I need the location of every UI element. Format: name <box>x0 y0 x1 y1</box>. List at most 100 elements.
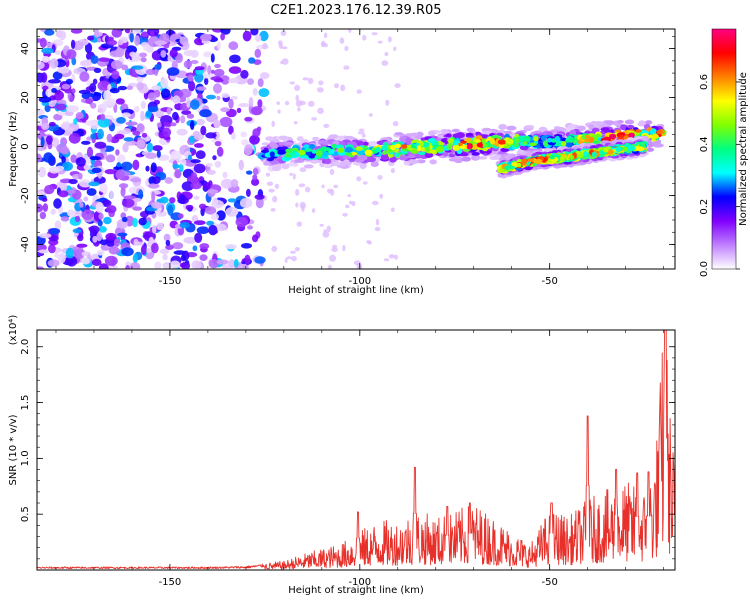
heatmap-noise-cell <box>79 202 84 208</box>
heatmap-noise-cell <box>117 85 128 91</box>
heatmap-noise-cell <box>308 100 315 107</box>
heatmap-signal-cell <box>297 149 306 156</box>
heatmap-noise-cell <box>88 181 100 187</box>
heatmap-noise-cell <box>257 78 264 88</box>
heatmap-noise-cell <box>228 66 242 74</box>
heatmap-signal-cell <box>496 129 506 133</box>
heatmap-noise-cell <box>53 198 62 209</box>
y-tick-label: -40 <box>20 236 31 252</box>
heatmap-signal-cell <box>584 138 590 143</box>
heatmap-signal-cell <box>533 136 539 142</box>
heatmap-noise-cell <box>214 63 221 69</box>
heatmap-noise-cell <box>160 77 169 89</box>
heatmap-noise-cell <box>183 236 197 244</box>
heatmap-noise-cell <box>143 45 148 51</box>
heatmap-noise-cell <box>216 259 229 265</box>
heatmap-noise-cell <box>307 77 314 85</box>
heatmap-noise-cell <box>40 72 48 83</box>
heatmap-signal-cell <box>583 151 588 157</box>
heatmap-noise-cell <box>210 213 219 221</box>
heatmap-noise-cell <box>196 118 205 126</box>
heatmap-noise-cell <box>90 133 97 140</box>
heatmap-noise-cell <box>221 93 230 98</box>
heatmap-noise-cell <box>140 100 146 109</box>
heatmap-signal-cell <box>607 149 614 155</box>
heatmap-noise-cell <box>79 60 92 67</box>
heatmap-noise-cell <box>277 109 281 114</box>
heatmap-noise-cell <box>41 56 51 63</box>
heatmap-noise-cell <box>220 178 234 189</box>
heatmap-signal-cell <box>355 146 363 151</box>
heatmap-noise-cell <box>96 232 103 242</box>
heatmap-signal-layer <box>260 119 667 179</box>
y-tick-label: 40 <box>20 42 31 55</box>
heatmap-signal-cell <box>366 156 377 163</box>
heatmap-noise-cell <box>122 143 129 153</box>
heatmap-noise-cell <box>41 197 48 202</box>
heatmap-signal-cell <box>568 137 576 143</box>
heatmap-noise-cell <box>169 197 176 204</box>
heatmap-noise-cell <box>61 156 66 164</box>
heatmap-noise-cell <box>141 132 148 138</box>
heatmap-noise-cell <box>38 166 47 178</box>
heatmap-signal-cell <box>308 155 316 159</box>
heatmap-noise-cell <box>151 85 162 91</box>
heatmap-noise-cell <box>212 197 219 205</box>
heatmap-noise-cell <box>38 249 49 254</box>
heatmap-noise-cell <box>358 128 365 132</box>
heatmap-noise-cell <box>115 169 125 180</box>
heatmap-signal-cell <box>458 142 463 146</box>
heatmap-noise-cell <box>254 256 266 264</box>
heatmap-noise-cell <box>109 190 114 199</box>
heatmap-noise-cell <box>44 184 55 195</box>
heatmap-noise-cell <box>271 120 276 128</box>
heatmap-noise-cell <box>252 88 258 96</box>
heatmap-signal-cell <box>423 142 430 148</box>
heatmap-noise-cell <box>206 94 216 100</box>
heatmap-signal-cell <box>269 151 275 157</box>
heatmap-noise-cell <box>207 189 219 194</box>
heatmap-noise-cell <box>331 247 338 253</box>
heatmap-signal-cell <box>331 161 341 167</box>
heatmap-noise-cell <box>220 107 230 113</box>
heatmap-noise-cell <box>48 79 61 84</box>
heatmap-noise-cell <box>167 204 174 216</box>
heatmap-noise-cell <box>51 88 57 93</box>
heatmap-noise-cell <box>252 168 259 175</box>
heatmap-noise-cell <box>79 179 92 188</box>
heatmap-noise-cell <box>57 253 66 264</box>
heatmap-noise-cell <box>274 183 280 189</box>
x-tick-label: -50 <box>542 577 558 588</box>
snr-series-line <box>37 330 675 570</box>
heatmap-noise-layer <box>37 29 401 269</box>
heatmap-signal-cell <box>591 151 597 158</box>
heatmap-noise-cell <box>163 136 171 141</box>
heatmap-noise-cell <box>101 199 112 207</box>
heatmap-noise-cell <box>40 136 45 148</box>
heatmap-noise-cell <box>85 98 93 104</box>
heatmap-noise-cell <box>109 88 120 94</box>
heatmap-noise-cell <box>390 207 395 212</box>
heatmap-noise-cell <box>97 220 103 227</box>
heatmap-noise-cell <box>317 87 324 93</box>
heatmap-noise-cell <box>254 194 265 200</box>
heatmap-noise-cell <box>145 247 152 254</box>
heatmap-signal-cell <box>311 149 317 154</box>
heatmap-noise-cell <box>259 72 270 80</box>
heatmap-signal-cell <box>497 139 506 145</box>
heatmap-signal-cell <box>398 155 408 161</box>
heatmap-noise-cell <box>52 137 60 148</box>
heatmap-noise-cell <box>154 64 162 70</box>
heatmap-panel: -150 -100 -50 40 20 0 -20 -40 Height of straigh… <box>8 28 676 296</box>
heatmap-noise-cell <box>48 234 59 242</box>
heatmap-noise-cell <box>327 188 333 194</box>
heatmap-noise-cell <box>44 29 55 36</box>
heatmap-noise-cell <box>194 66 205 71</box>
heatmap-noise-cell <box>305 186 311 193</box>
heatmap-noise-cell <box>366 240 372 244</box>
heatmap-noise-cell <box>228 78 239 84</box>
heatmap-signal-cell <box>357 150 365 155</box>
heatmap-noise-cell <box>284 100 290 106</box>
heatmap-noise-cell <box>190 181 202 190</box>
heatmap-noise-cell <box>196 86 207 91</box>
